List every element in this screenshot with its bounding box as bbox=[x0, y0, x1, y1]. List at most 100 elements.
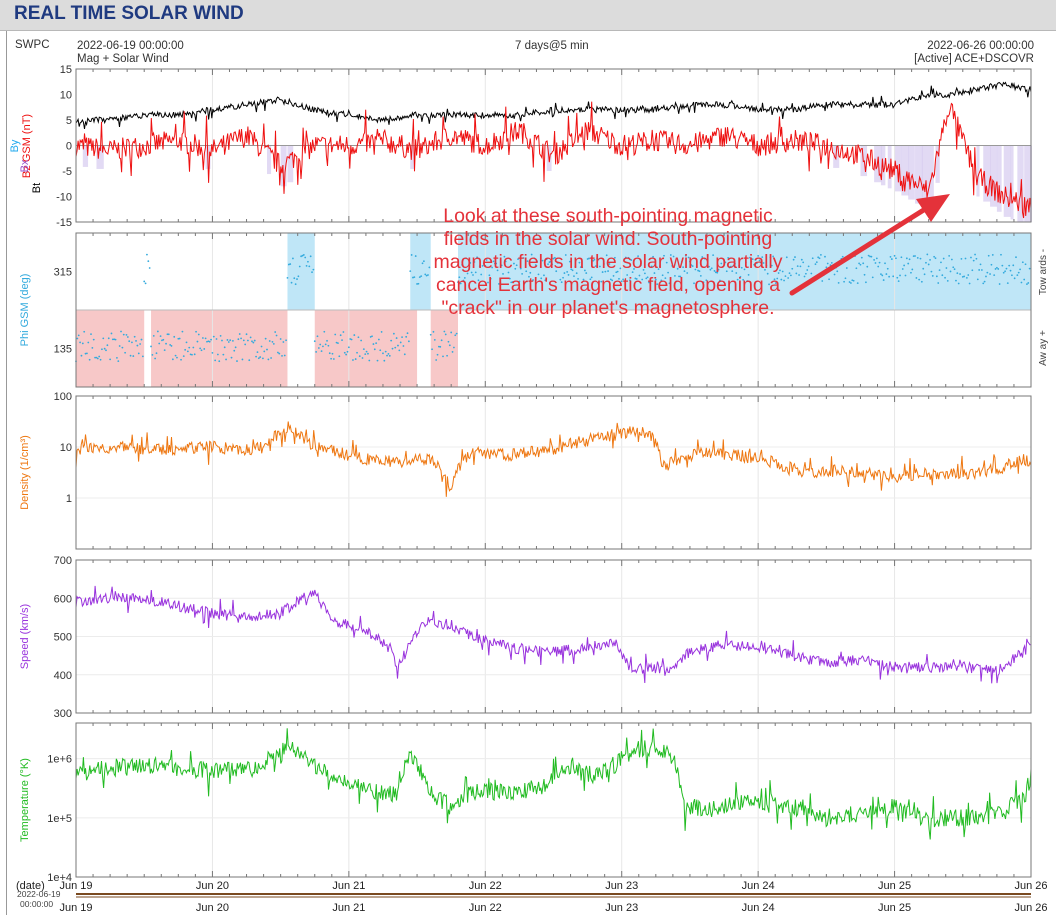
phi-point bbox=[963, 275, 966, 278]
phi-point bbox=[739, 275, 742, 278]
phi-point bbox=[438, 345, 440, 348]
phi-point bbox=[444, 333, 447, 336]
phi-point bbox=[379, 349, 382, 352]
phi-point bbox=[667, 271, 669, 274]
phi-point bbox=[296, 278, 298, 280]
phi-point bbox=[749, 256, 751, 259]
phi-point bbox=[332, 358, 335, 360]
phi-point bbox=[368, 359, 371, 362]
phi-point bbox=[855, 267, 858, 270]
phi-point bbox=[633, 268, 635, 270]
phi-point bbox=[514, 267, 517, 270]
phi-point bbox=[804, 272, 807, 275]
phi-point bbox=[107, 337, 110, 340]
phi-point bbox=[401, 336, 403, 339]
phi-point bbox=[178, 337, 181, 340]
phi-point bbox=[410, 254, 413, 256]
phi-point bbox=[568, 260, 571, 263]
phi-point bbox=[747, 274, 750, 276]
phi-point bbox=[708, 265, 710, 268]
phi-point bbox=[1026, 283, 1028, 285]
phi-point bbox=[725, 270, 728, 273]
arrow-shaft bbox=[789, 203, 933, 296]
phi-point bbox=[987, 254, 990, 257]
phi-point bbox=[369, 336, 372, 338]
phi-point bbox=[684, 254, 687, 257]
phi-point bbox=[247, 339, 249, 342]
annotation-text: Look at these south-pointing magnetic fi… bbox=[433, 205, 783, 319]
southward-shade bbox=[935, 145, 940, 183]
phi-point bbox=[292, 257, 294, 260]
phi-point bbox=[483, 262, 485, 265]
southward-shade bbox=[983, 145, 992, 202]
annotation-arrow bbox=[789, 194, 950, 296]
phi-point bbox=[151, 353, 154, 356]
phi-point bbox=[768, 283, 770, 286]
phi-point bbox=[283, 354, 286, 357]
phi-point bbox=[526, 260, 529, 263]
phi-point bbox=[522, 257, 525, 259]
phi-point bbox=[272, 342, 275, 345]
phi-point bbox=[256, 351, 259, 354]
phi-point bbox=[605, 254, 608, 257]
phi-point bbox=[615, 271, 618, 274]
phi-point bbox=[530, 253, 533, 256]
phi-point bbox=[231, 339, 234, 342]
phi-point bbox=[417, 282, 420, 285]
phi-point bbox=[286, 277, 289, 279]
phi-point bbox=[590, 276, 593, 279]
phi-point bbox=[428, 266, 431, 269]
y-tick-label: 500 bbox=[54, 632, 72, 644]
x-tick-label-bottom: Jun 25 bbox=[878, 902, 911, 914]
phi-point bbox=[875, 257, 878, 260]
phi-point bbox=[161, 339, 163, 342]
x-tick-label-top: Jun 23 bbox=[605, 880, 638, 892]
phi-point bbox=[630, 259, 633, 261]
phi-point bbox=[270, 357, 272, 359]
phi-point bbox=[680, 261, 683, 263]
phi-point bbox=[451, 351, 454, 353]
phi-point bbox=[465, 257, 468, 260]
phi-point bbox=[851, 279, 854, 282]
phi-point bbox=[297, 275, 300, 278]
phi-point bbox=[219, 334, 222, 337]
phi-point bbox=[215, 338, 218, 340]
phi-point bbox=[960, 257, 963, 260]
southward-shade bbox=[1024, 145, 1032, 222]
phi-point bbox=[824, 255, 826, 258]
phi-point bbox=[251, 340, 253, 343]
phi-point bbox=[668, 282, 671, 285]
phi-point bbox=[135, 340, 137, 342]
phi-point bbox=[538, 280, 541, 283]
phi-point bbox=[184, 348, 187, 351]
phi-point bbox=[916, 256, 919, 259]
phi-point bbox=[889, 255, 892, 258]
phi-point bbox=[390, 339, 393, 342]
phi-point bbox=[347, 346, 350, 349]
y-tick-label: 10 bbox=[60, 90, 72, 102]
phi-point bbox=[734, 262, 736, 265]
phi-point bbox=[933, 255, 936, 258]
phi-point bbox=[136, 344, 139, 347]
phi-point bbox=[461, 264, 463, 266]
phi-point bbox=[169, 344, 172, 346]
phi-point bbox=[820, 253, 822, 256]
phi-point bbox=[884, 262, 886, 265]
phi-point bbox=[975, 257, 978, 260]
phi-point bbox=[807, 265, 810, 268]
phi-point bbox=[620, 280, 623, 283]
phi-point bbox=[502, 273, 504, 275]
phi-point bbox=[91, 346, 94, 349]
phi-point bbox=[429, 333, 432, 336]
phi-point bbox=[940, 261, 942, 264]
phi-point bbox=[710, 267, 713, 270]
phi-point bbox=[766, 272, 769, 275]
phi-point bbox=[167, 333, 170, 336]
phi-point bbox=[367, 352, 369, 355]
by-ylabel: By bbox=[9, 139, 21, 152]
phi-point bbox=[678, 275, 680, 278]
spacecraft-label: [Active] ACE+DSCOVR bbox=[914, 53, 1034, 65]
phi-point bbox=[158, 342, 161, 345]
phi-point bbox=[660, 279, 663, 282]
